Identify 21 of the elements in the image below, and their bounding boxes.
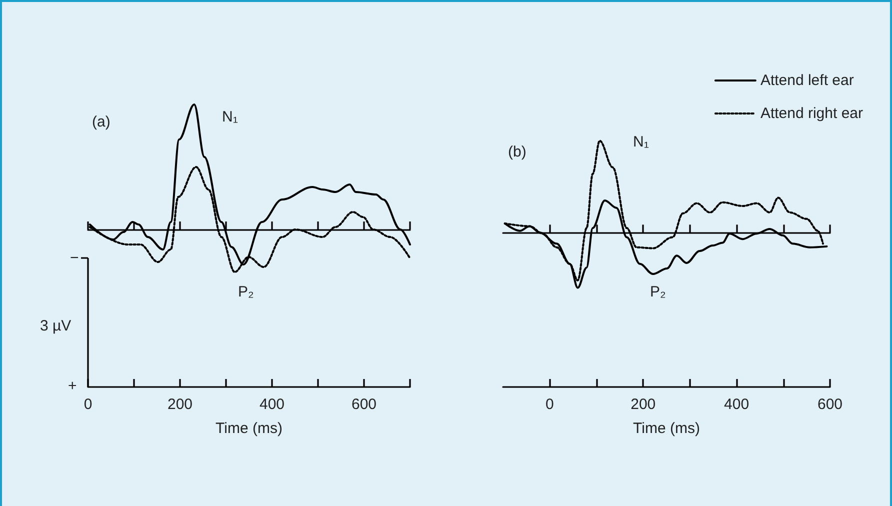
x-tick-label: 0 bbox=[546, 396, 554, 413]
text: 3 µV bbox=[40, 318, 72, 334]
text: + bbox=[68, 378, 77, 394]
annotation: N₁ bbox=[222, 108, 238, 126]
text: P₂ bbox=[238, 284, 254, 300]
x-tick-label: 400 bbox=[259, 396, 285, 413]
x-tick-label: 0 bbox=[84, 396, 92, 413]
annotation: N₁ bbox=[633, 134, 649, 150]
legend-label: Attend left ear bbox=[760, 72, 854, 89]
legend-label: Attend right ear bbox=[760, 105, 864, 122]
x-tick-label: 200 bbox=[630, 396, 656, 413]
annotation: (a) bbox=[92, 114, 110, 130]
x-tick-label: 600 bbox=[351, 396, 377, 413]
x-axis-title: Time (ms) bbox=[633, 420, 700, 437]
x-tick-label: 200 bbox=[167, 396, 193, 413]
annotation: (b) bbox=[508, 144, 526, 160]
x-axis-title: Time (ms) bbox=[216, 420, 282, 437]
annotation: P₂ bbox=[650, 284, 666, 300]
x-tick-label: 600 bbox=[817, 396, 843, 413]
text: − bbox=[70, 250, 79, 266]
x-tick-label: 400 bbox=[724, 396, 750, 413]
